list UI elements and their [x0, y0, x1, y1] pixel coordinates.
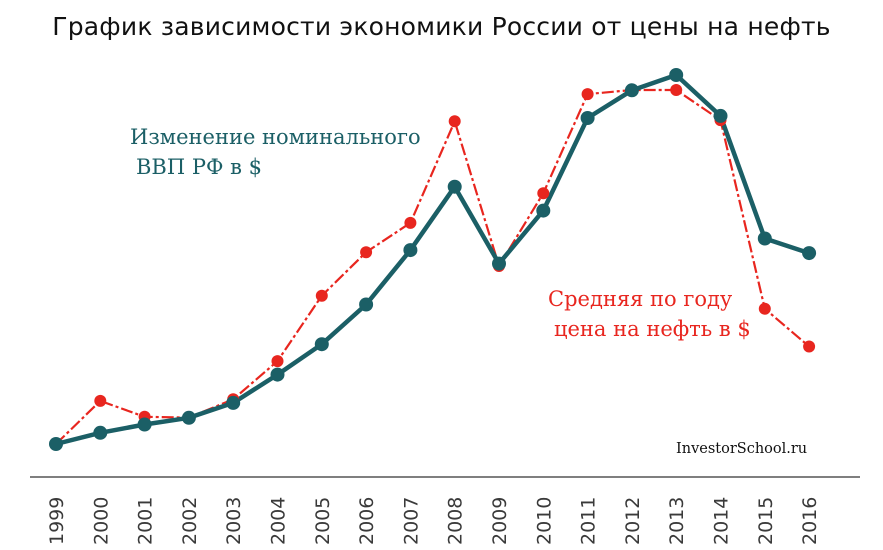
gdp-line	[55, 72, 810, 447]
gdp-point-2009	[492, 256, 506, 271]
gdp-point-2002	[181, 410, 196, 425]
oil-point-2000	[94, 394, 107, 407]
oil-price-series	[55, 88, 810, 445]
gdp-point-2013	[669, 68, 684, 82]
watermark-text: InvestorSchool.ru	[676, 441, 808, 457]
oil-point-2011	[581, 88, 594, 101]
gdp-point-2001	[137, 417, 152, 432]
gdp-point-2004	[270, 367, 285, 382]
x-tick-label-2006: 2006	[356, 497, 378, 545]
gdp-point-2003	[226, 395, 241, 410]
x-tick-label-2005: 2005	[312, 497, 334, 545]
gdp-point-2006	[359, 297, 374, 312]
gdp-point-2011	[580, 111, 595, 125]
gdp-point-2008	[447, 179, 462, 194]
x-tick-label-2010: 2010	[533, 497, 555, 545]
x-tick-label-2015: 2015	[755, 497, 777, 545]
gdp-point-2012	[624, 83, 639, 98]
x-tick-label-2014: 2014	[711, 497, 733, 545]
gdp-point-2000	[93, 425, 108, 440]
gdp-point-2010	[536, 203, 551, 218]
oil-point-2004	[271, 355, 284, 368]
oil-point-2010	[537, 187, 550, 200]
x-tick-label-2012: 2012	[622, 497, 644, 545]
oil-point-2013	[670, 84, 683, 96]
oil-point-2015	[758, 302, 771, 315]
x-tick-label-2001: 2001	[135, 497, 157, 545]
gdp-annotation-line-2: ВВП РФ в $	[136, 155, 262, 179]
gdp-point-2016	[802, 246, 817, 261]
gdp-point-2007	[403, 243, 418, 258]
oil-point-2005	[315, 289, 328, 302]
x-tick-labels: 1999 2000 2001 2002 2003 2004 2005 2006 2007 2008…	[46, 497, 821, 545]
gdp-series-annotation: Изменение номинального ВВП РФ в $	[130, 122, 421, 182]
gdp-points	[49, 68, 817, 451]
x-tick-label-2016: 2016	[799, 497, 821, 545]
gdp-point-2005	[314, 337, 329, 352]
x-tick-label-2003: 2003	[223, 497, 245, 545]
oil-point-2007	[404, 216, 417, 229]
gdp-point-2014	[713, 108, 728, 123]
x-tick-label-2011: 2011	[578, 497, 600, 545]
oil-point-2016	[803, 340, 816, 353]
chart-title: График зависимости экономики России от ц…	[52, 12, 831, 41]
gdp-annotation-line-1: Изменение номинального	[130, 125, 421, 149]
x-tick-label-2000: 2000	[90, 497, 112, 545]
x-tick-label-2004: 2004	[268, 497, 290, 545]
x-tick-label-2008: 2008	[445, 497, 467, 545]
x-tick-label-2007: 2007	[400, 497, 422, 545]
gdp-point-2015	[757, 231, 772, 246]
gdp-point-1999	[49, 437, 63, 451]
x-tick-label-2002: 2002	[179, 497, 201, 545]
gdp-series	[55, 72, 810, 447]
oil-annotation-line-1: Средняя по году	[548, 287, 733, 311]
oil-series-annotation: Средняя по году цена на нефть в $	[548, 284, 751, 344]
oil-point-2008	[448, 115, 461, 128]
oil-point-2006	[360, 246, 373, 259]
x-tick-label-1999: 1999	[46, 497, 68, 545]
oil-annotation-line-2: цена на нефть в $	[554, 317, 751, 341]
x-tick-label-2009: 2009	[489, 497, 511, 545]
oil-price-line	[55, 88, 810, 445]
x-tick-label-2013: 2013	[666, 497, 688, 545]
